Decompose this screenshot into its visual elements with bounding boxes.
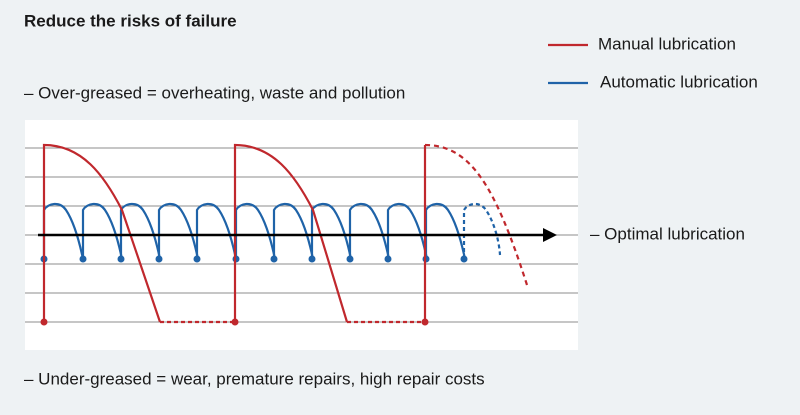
automatic-cycle <box>195 202 238 260</box>
automatic-cycle <box>119 202 162 260</box>
automatic-dot <box>117 255 125 263</box>
automatic-cycle <box>272 202 315 260</box>
automatic-cycle <box>157 202 200 260</box>
manual-cycle <box>42 143 162 323</box>
manual-dot <box>40 318 48 326</box>
automatic-cycle <box>310 202 353 260</box>
automatic-dot <box>193 255 201 263</box>
manual-dot <box>231 318 239 326</box>
automatic-dot <box>270 255 278 263</box>
automatic-cycle <box>386 202 429 260</box>
title: Reduce the risks of failure <box>24 11 237 30</box>
manual-projection <box>424 143 529 286</box>
automatic-cycle <box>81 202 124 260</box>
automatic-cycle <box>348 202 391 260</box>
automatic-cycle <box>42 202 85 260</box>
automatic-projection <box>462 202 502 259</box>
automatic-dot <box>384 255 392 263</box>
automatic-cycle <box>234 202 277 260</box>
automatic-curve <box>40 202 502 263</box>
automatic-dot <box>155 255 163 263</box>
optimal-label: – Optimal lubrication <box>590 224 745 243</box>
automatic-dot <box>460 255 468 263</box>
automatic-cycle <box>424 202 467 260</box>
legend-label: Manual lubrication <box>598 34 736 53</box>
legend-label: Automatic lubrication <box>600 72 758 91</box>
automatic-dot <box>79 255 87 263</box>
arrow-head <box>543 228 557 242</box>
manual-dot <box>421 318 429 326</box>
automatic-dot <box>308 255 316 263</box>
under-label: – Under-greased = wear, premature repair… <box>24 369 485 388</box>
automatic-dot <box>346 255 354 263</box>
manual-curve <box>40 143 529 326</box>
over-label: – Over-greased = overheating, waste and … <box>24 83 405 102</box>
manual-cycle <box>233 143 349 323</box>
